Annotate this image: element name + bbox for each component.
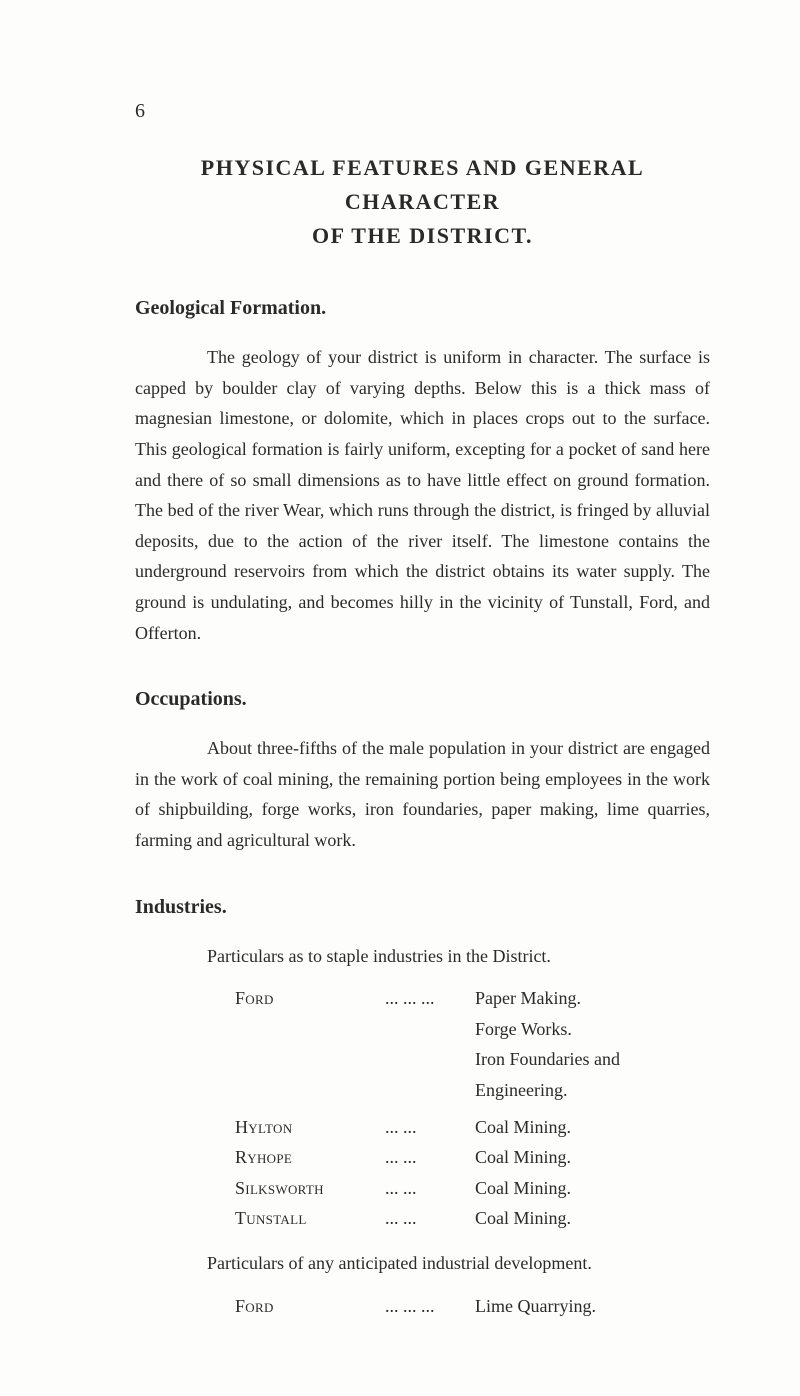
industry-value-extra: Engineering.	[135, 1075, 710, 1106]
leader-dots: ... ... ...	[385, 983, 475, 1014]
leader-dots: ... ...	[385, 1173, 475, 1204]
industries-intro: Particulars as to staple industries in t…	[135, 941, 710, 972]
industry-value: Paper Making.	[475, 983, 710, 1014]
industries-dev-intro: Particulars of any anticipated industria…	[135, 1248, 710, 1279]
industry-value-extra: Iron Foundaries and	[135, 1044, 710, 1075]
industry-row-ford: Ford ... ... ... Paper Making.	[135, 983, 710, 1014]
industry-dev-row-ford: Ford ... ... ... Lime Quarrying.	[135, 1291, 710, 1322]
industry-value: Coal Mining.	[475, 1173, 710, 1204]
industry-label: Tunstall	[235, 1203, 385, 1234]
paragraph-geological: The geology of your district is uniform …	[135, 342, 710, 648]
main-title: PHYSICAL FEATURES AND GENERAL CHARACTER …	[135, 151, 710, 253]
industry-label: Ford	[235, 983, 385, 1014]
industry-row-silksworth: Silksworth ... ... Coal Mining.	[135, 1173, 710, 1204]
industry-label: Silksworth	[235, 1173, 385, 1204]
industry-value: Coal Mining.	[475, 1112, 710, 1143]
leader-dots: ... ...	[385, 1112, 475, 1143]
title-line-2: OF THE DISTRICT.	[312, 223, 533, 248]
title-line-1: PHYSICAL FEATURES AND GENERAL CHARACTER	[201, 155, 644, 214]
leader-dots: ... ...	[385, 1142, 475, 1173]
industry-label: Hylton	[235, 1112, 385, 1143]
industry-row-hylton: Hylton ... ... Coal Mining.	[135, 1112, 710, 1143]
page-number: 6	[135, 100, 710, 123]
industry-value: Lime Quarrying.	[475, 1291, 710, 1322]
spacer	[135, 1234, 710, 1248]
industry-row-ryhope: Ryhope ... ... Coal Mining.	[135, 1142, 710, 1173]
section-heading-industries: Industries.	[135, 896, 710, 919]
industry-value-extra: Forge Works.	[135, 1014, 710, 1045]
industry-label: Ryhope	[235, 1142, 385, 1173]
leader-dots: ... ... ...	[385, 1291, 475, 1322]
leader-dots: ... ...	[385, 1203, 475, 1234]
industry-row-tunstall: Tunstall ... ... Coal Mining.	[135, 1203, 710, 1234]
scanned-page: 6 PHYSICAL FEATURES AND GENERAL CHARACTE…	[0, 0, 800, 1396]
industry-label: Ford	[235, 1291, 385, 1322]
section-heading-geological: Geological Formation.	[135, 297, 710, 320]
section-heading-occupations: Occupations.	[135, 688, 710, 711]
paragraph-occupations: About three-fifths of the male populatio…	[135, 733, 710, 855]
industry-value: Coal Mining.	[475, 1203, 710, 1234]
industry-value: Coal Mining.	[475, 1142, 710, 1173]
